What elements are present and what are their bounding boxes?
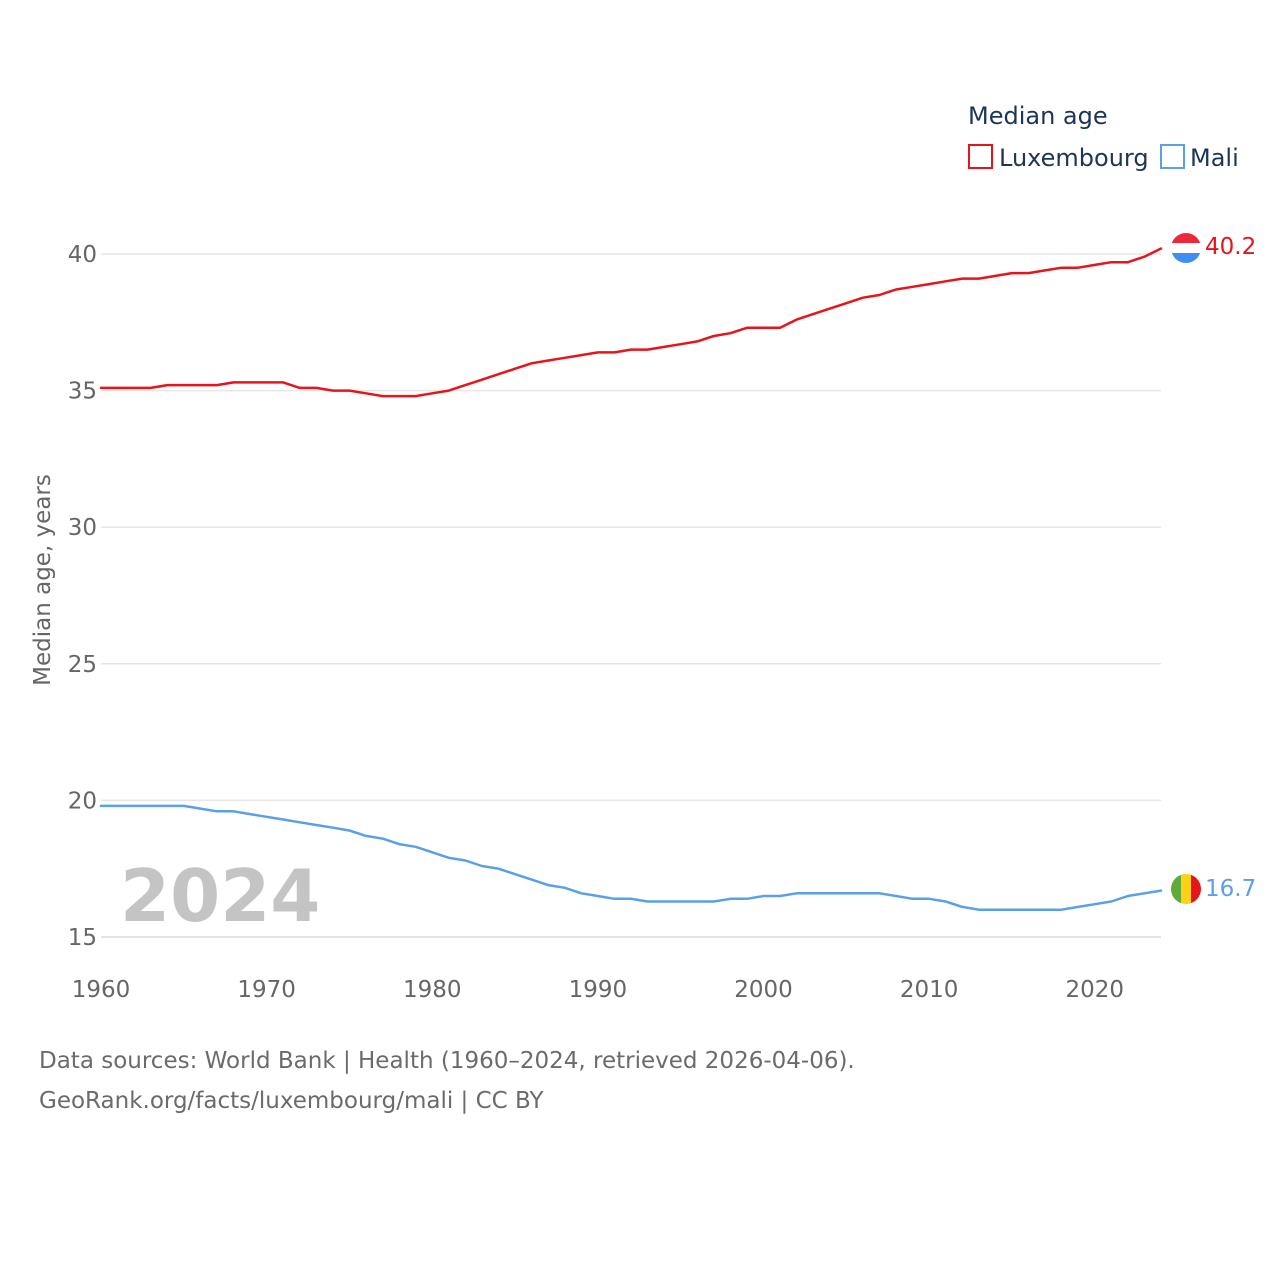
current-year-watermark: 2024 <box>120 854 320 938</box>
source-line-2[interactable]: GeoRank.org/facts/luxembourg/mali | CC B… <box>39 1088 545 1114</box>
legend-label-mali: Mali <box>1190 144 1239 172</box>
end-label-mali: 16.7 <box>1205 876 1256 902</box>
x-tick-label-2020: 2020 <box>1065 977 1124 1003</box>
y-tick-label-15: 15 <box>68 925 97 951</box>
x-tick-label-1960: 1960 <box>72 977 131 1003</box>
legend-swatch-luxembourg <box>968 144 993 169</box>
y-tick-label-30: 30 <box>68 515 97 541</box>
legend-title: Median age <box>968 102 1108 130</box>
legend-item-mali[interactable]: Mali <box>1160 144 1239 172</box>
legend: Median age Luxembourg Mali <box>968 102 1239 172</box>
legend-swatch-mali <box>1160 144 1185 169</box>
x-tick-label-2010: 2010 <box>900 977 959 1003</box>
series-line-mali[interactable] <box>99 804 1163 911</box>
series-lines <box>99 247 1163 911</box>
x-tick-label-1970: 1970 <box>237 977 296 1003</box>
legend-item-luxembourg[interactable]: Luxembourg <box>968 144 1149 172</box>
source-line-1: Data sources: World Bank | Health (1960–… <box>39 1048 855 1074</box>
y-axis-ticks: 15 20 25 30 35 40 <box>68 242 97 951</box>
luxembourg-flag-icon <box>1171 233 1201 263</box>
y-tick-label-20: 20 <box>68 788 97 814</box>
end-label-luxembourg: 40.2 <box>1205 234 1256 260</box>
x-axis-ticks: 1960 1970 1980 1990 2000 2010 2020 <box>72 977 1124 1003</box>
mali-flag-icon <box>1171 874 1201 904</box>
series-line-luxembourg[interactable] <box>99 247 1163 398</box>
y-tick-label-40: 40 <box>68 242 97 268</box>
legend-label-luxembourg: Luxembourg <box>999 144 1149 172</box>
y-tick-label-35: 35 <box>68 379 97 405</box>
y-axis-title: Median age, years <box>30 474 56 686</box>
x-tick-label-1980: 1980 <box>403 977 462 1003</box>
x-tick-label-2000: 2000 <box>734 977 793 1003</box>
x-tick-label-1990: 1990 <box>569 977 628 1003</box>
y-tick-label-25: 25 <box>68 652 97 678</box>
gridlines <box>101 253 1161 938</box>
